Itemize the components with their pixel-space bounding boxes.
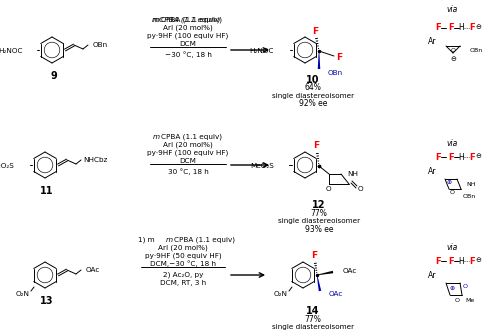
Text: CPBA (1.1 equiv): CPBA (1.1 equiv) <box>161 17 222 23</box>
Text: H₂NOC: H₂NOC <box>249 48 274 54</box>
Text: F: F <box>336 53 342 62</box>
Text: ⊕: ⊕ <box>450 286 454 291</box>
Text: OAc: OAc <box>343 268 357 274</box>
Text: MeO₂S: MeO₂S <box>250 163 274 169</box>
Text: O: O <box>325 186 331 192</box>
Text: F: F <box>435 24 441 32</box>
Text: O₂N: O₂N <box>274 291 288 297</box>
Text: O: O <box>450 191 454 196</box>
Text: 64%: 64% <box>305 83 322 92</box>
Text: single diastereoisomer: single diastereoisomer <box>272 324 354 330</box>
Text: via: via <box>447 138 457 148</box>
Text: m: m <box>153 134 160 140</box>
Text: ⊖: ⊖ <box>475 24 481 30</box>
Text: ArI (20 mol%): ArI (20 mol%) <box>158 245 208 251</box>
Text: O: O <box>451 48 455 53</box>
Text: 11: 11 <box>40 186 54 196</box>
Text: 12: 12 <box>312 200 326 210</box>
Text: OAc: OAc <box>86 267 100 273</box>
Text: NH: NH <box>347 171 358 177</box>
Text: ⊖: ⊖ <box>475 153 481 159</box>
Text: Me: Me <box>465 298 474 303</box>
Text: 1) m: 1) m <box>138 237 155 243</box>
Text: CPBA (1.1 equiv): CPBA (1.1 equiv) <box>174 237 235 243</box>
Text: F: F <box>312 26 318 35</box>
Text: m: m <box>153 17 160 23</box>
Text: single diastereoisomer: single diastereoisomer <box>278 218 360 224</box>
Text: OBn: OBn <box>470 49 483 54</box>
Text: py·9HF (50 equiv HF): py·9HF (50 equiv HF) <box>145 253 221 259</box>
Text: OBn: OBn <box>92 42 108 48</box>
Text: OAc: OAc <box>329 291 343 297</box>
Text: F: F <box>448 24 454 32</box>
Text: OBn: OBn <box>328 70 343 76</box>
Text: py·9HF (100 equiv HF): py·9HF (100 equiv HF) <box>147 150 229 156</box>
Text: H: H <box>458 257 464 265</box>
Text: ArI (20 mol%): ArI (20 mol%) <box>163 25 213 31</box>
Text: py·9HF (100 equiv HF): py·9HF (100 equiv HF) <box>147 33 229 39</box>
Text: 10: 10 <box>306 75 320 85</box>
Text: Ar: Ar <box>428 166 436 175</box>
Text: 93% ee: 93% ee <box>305 224 333 233</box>
Text: F: F <box>311 252 317 260</box>
Text: 94% ee: 94% ee <box>299 330 327 331</box>
Text: −30 °C, 18 h: −30 °C, 18 h <box>165 52 211 58</box>
Text: 92% ee: 92% ee <box>299 100 327 109</box>
Text: O: O <box>462 283 467 289</box>
Text: ArI (20 mol%): ArI (20 mol%) <box>163 142 213 148</box>
Text: via: via <box>447 243 457 252</box>
Text: O: O <box>357 186 363 192</box>
Text: NH: NH <box>466 181 476 186</box>
Text: NHCbz: NHCbz <box>83 157 107 163</box>
Text: F: F <box>469 24 475 32</box>
Text: O₂N: O₂N <box>16 291 30 297</box>
Text: m: m <box>166 237 173 243</box>
Text: DCM, RT, 3 h: DCM, RT, 3 h <box>160 280 206 286</box>
Text: F: F <box>469 153 475 162</box>
Text: Ar: Ar <box>428 37 436 46</box>
Text: H: H <box>458 153 464 162</box>
Text: F: F <box>469 257 475 265</box>
Text: DCM: DCM <box>179 41 197 47</box>
Text: F: F <box>448 153 454 162</box>
Text: 14: 14 <box>306 306 320 316</box>
Text: OBn: OBn <box>463 195 476 200</box>
Text: single diastereoisomer: single diastereoisomer <box>272 93 354 99</box>
Polygon shape <box>317 271 333 275</box>
Text: F: F <box>448 257 454 265</box>
Text: mCPBA (1.1 equiv): mCPBA (1.1 equiv) <box>152 17 220 23</box>
Text: O: O <box>454 298 459 303</box>
Text: DCM,−30 °C, 18 h: DCM,−30 °C, 18 h <box>150 260 216 267</box>
Text: 77%: 77% <box>305 314 322 323</box>
Polygon shape <box>318 51 320 69</box>
Text: F: F <box>435 257 441 265</box>
Text: 30 °C, 18 h: 30 °C, 18 h <box>167 168 208 175</box>
Text: ⊕: ⊕ <box>447 180 452 185</box>
Text: ⊖: ⊖ <box>450 56 456 62</box>
Text: CPBA (1.1 equiv): CPBA (1.1 equiv) <box>161 134 222 140</box>
Text: F: F <box>435 153 441 162</box>
Text: Ar: Ar <box>428 270 436 279</box>
Text: ⊖: ⊖ <box>475 257 481 263</box>
Text: H₂NOC: H₂NOC <box>0 48 23 54</box>
Text: 13: 13 <box>40 296 54 306</box>
Text: MeO₂S: MeO₂S <box>0 163 14 169</box>
Text: via: via <box>447 6 457 15</box>
Text: H: H <box>458 24 464 32</box>
Text: 2) Ac₂O, py: 2) Ac₂O, py <box>163 272 203 278</box>
Text: 77%: 77% <box>311 209 328 217</box>
Text: DCM: DCM <box>179 158 197 164</box>
Polygon shape <box>317 275 321 291</box>
Text: 9: 9 <box>50 71 57 81</box>
Text: F: F <box>313 141 319 151</box>
